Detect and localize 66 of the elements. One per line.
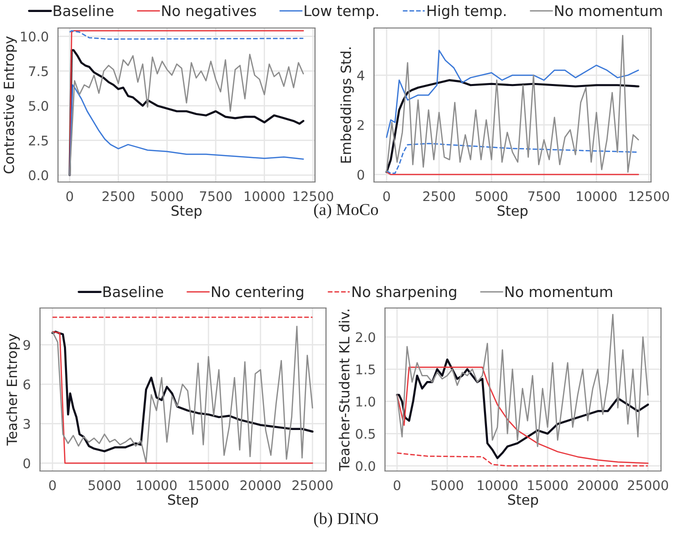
y-tick-label: 4 <box>357 70 364 80</box>
line-series <box>386 34 640 173</box>
legend-label: Baseline <box>54 4 114 16</box>
x-tick-label: 10000 <box>136 480 177 490</box>
y-tick-label: 0.0 <box>356 461 376 472</box>
legend-label: No centering <box>212 286 304 300</box>
x-tick-label: 0 <box>394 480 400 490</box>
text: (b) DINO <box>314 512 378 528</box>
y-tick-label: 0.5 <box>356 428 375 439</box>
x-tick-label: 20000 <box>240 480 281 490</box>
x-tick-label: 0 <box>49 480 56 490</box>
y-tick-label: 5.0 <box>29 100 48 111</box>
x-tick-label: 0 <box>383 191 390 202</box>
y-tick-label: 0 <box>357 170 364 180</box>
y-tick-label: 1.0 <box>356 396 376 407</box>
y-tick-label: 9 <box>23 340 30 350</box>
y-axis-title: Teacher-Student KL div. <box>338 310 350 471</box>
y-axis-title: Teacher Entropy <box>6 334 20 446</box>
text: (a) MoCo <box>314 203 378 219</box>
line-series <box>386 79 640 174</box>
x-tick-label: 10000 <box>478 480 518 490</box>
y-tick-label: 2.0 <box>356 332 376 342</box>
x-axis-title: Step <box>498 205 528 219</box>
x-tick-label: 10000 <box>244 191 284 202</box>
line-series <box>69 30 304 40</box>
x-tick-label: 2500 <box>102 191 134 202</box>
x-tick-label: 25000 <box>292 480 333 490</box>
y-tick-label: 2 <box>358 120 364 130</box>
line-series <box>386 50 640 138</box>
x-tick-label: 2500 <box>423 191 455 202</box>
legend-label: Baseline <box>103 286 164 298</box>
x-tick-label: 0 <box>66 191 74 202</box>
x-tick-label: 5000 <box>431 480 464 490</box>
x-axis-title: Step <box>172 205 202 219</box>
legend-label: No sharpening <box>352 286 456 300</box>
y-tick-label: 3 <box>24 418 30 429</box>
y-tick-label: 6 <box>24 379 30 390</box>
x-tick-label: 12500 <box>294 191 334 202</box>
x-tick-label: 7500 <box>200 191 232 202</box>
x-tick-label: 25000 <box>628 480 668 490</box>
y-tick-label: 10.0 <box>21 32 48 42</box>
x-tick-label: 5000 <box>88 480 120 490</box>
x-tick-label: 7500 <box>528 191 560 202</box>
y-tick-label: 1.5 <box>356 364 375 374</box>
x-tick-label: 5000 <box>151 191 183 202</box>
x-tick-label: 20000 <box>578 480 618 490</box>
legend-label: No momentum <box>555 5 662 16</box>
x-tick-label: 5000 <box>476 191 508 202</box>
y-axis-title: Embeddings Std. <box>340 48 354 163</box>
x-tick-label: 15000 <box>188 480 229 490</box>
legend-label: Low temp. <box>304 5 378 20</box>
y-tick-label: 0 <box>23 458 30 468</box>
legend-label: No negatives <box>162 4 256 20</box>
y-tick-label: 7.5 <box>29 66 48 76</box>
y-tick-label: 2.5 <box>28 136 48 146</box>
x-tick-label: 12500 <box>629 191 670 202</box>
y-axis-title: Contrastive Entropy <box>3 36 17 174</box>
x-tick-label: 10000 <box>576 191 617 202</box>
line-series <box>396 314 649 448</box>
x-tick-label: 15000 <box>528 480 568 490</box>
legend-label: High temp. <box>428 4 506 20</box>
line-series <box>386 142 640 174</box>
legend-label: No momentum <box>506 286 612 298</box>
x-axis-title: Step <box>168 494 198 508</box>
x-axis-title: Step <box>508 494 538 508</box>
y-tick-label: 0.0 <box>28 170 48 180</box>
